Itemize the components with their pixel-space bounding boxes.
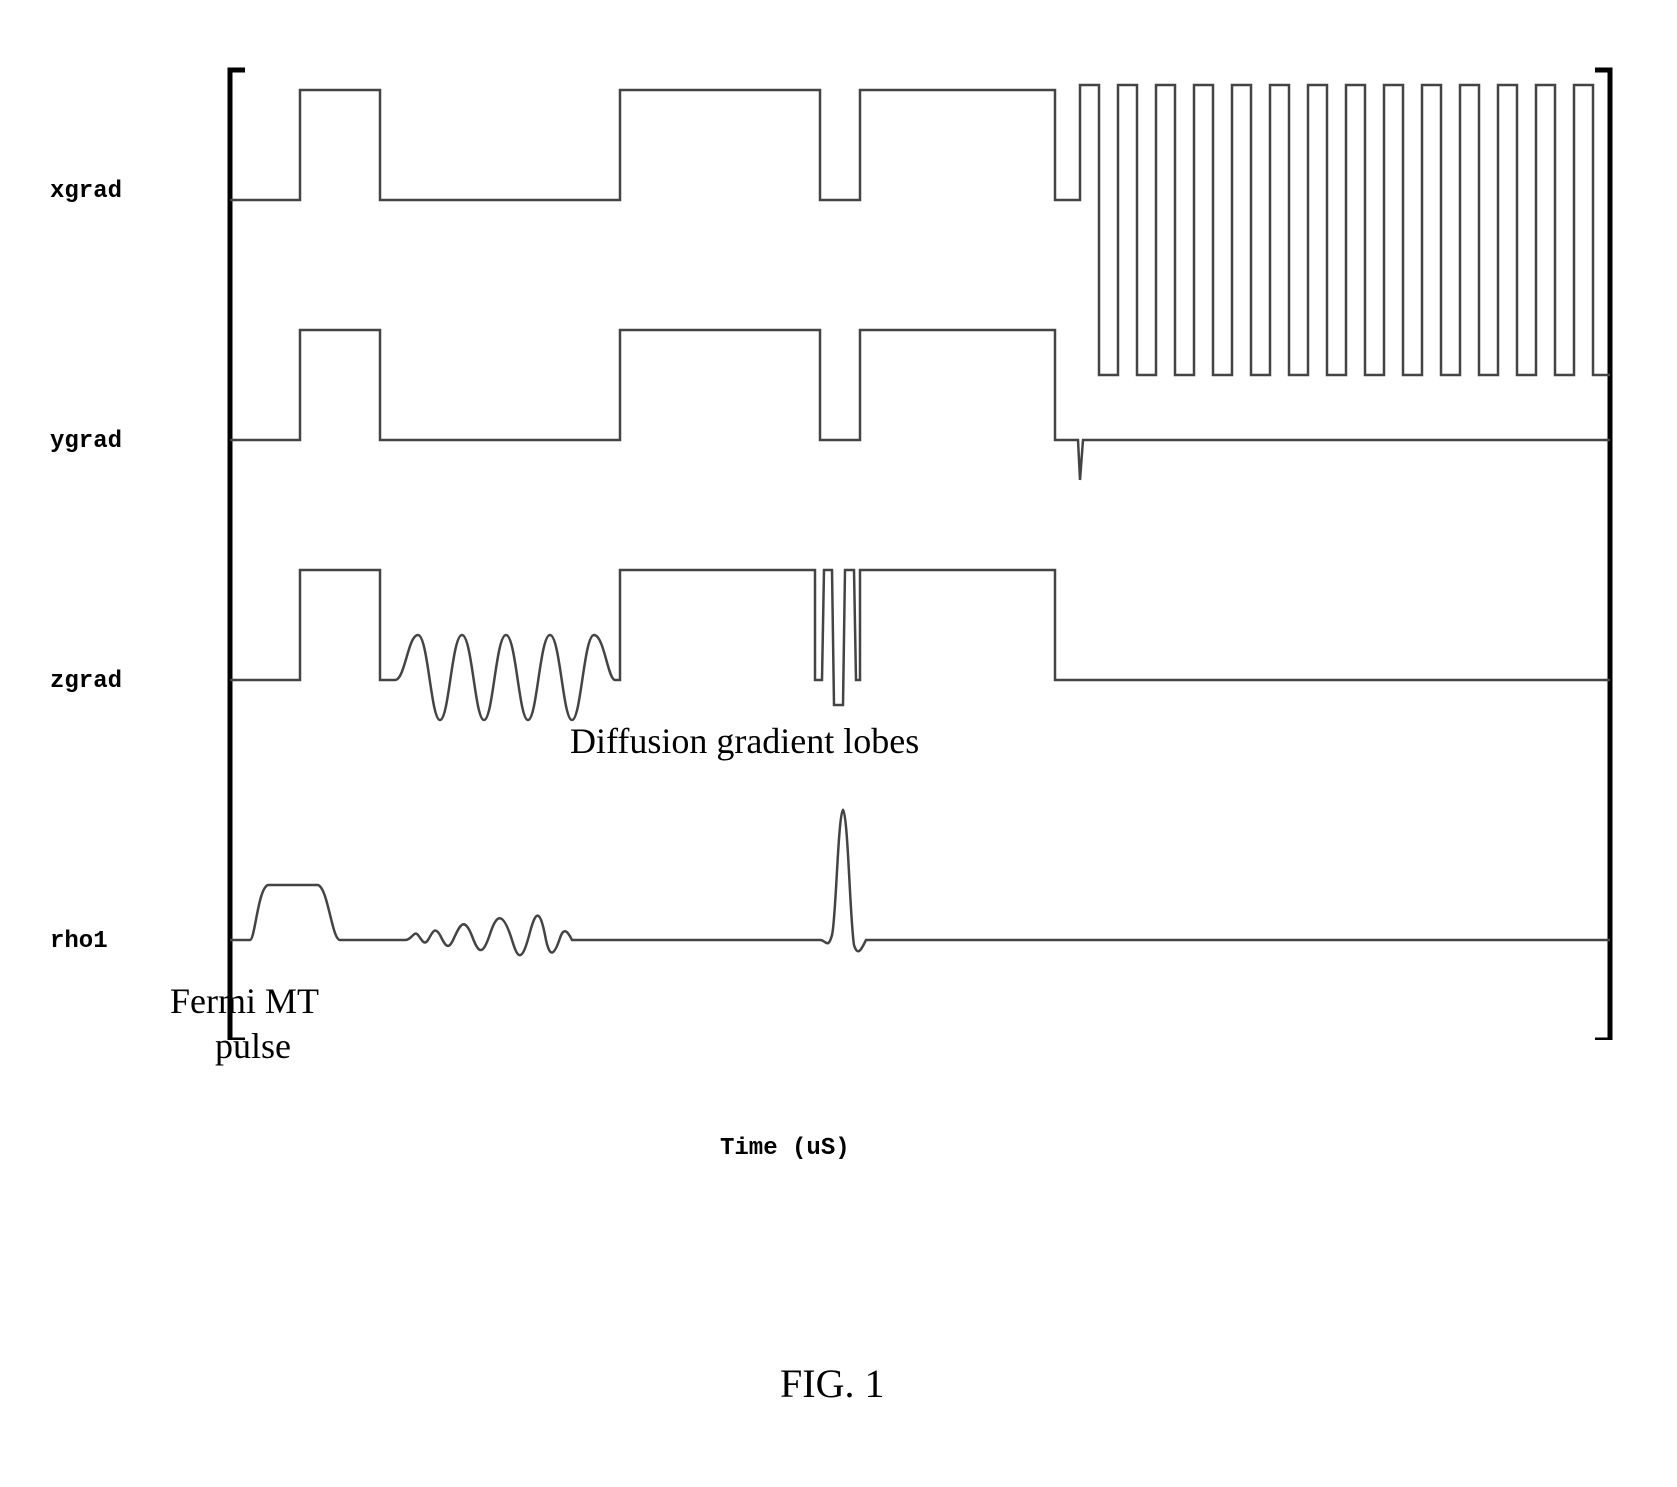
rho1-label: rho1 [50, 928, 108, 955]
fermi-annotation-line1: Fermi MT [170, 980, 319, 1022]
xgrad-trace [230, 85, 1610, 375]
ygrad-label: ygrad [50, 428, 122, 455]
rho1-trace [230, 810, 1610, 955]
pulse-sequence-diagram: xgrad ygrad zgrad rho1 Diffusion gradien… [50, 40, 1630, 1040]
x-axis-label: Time (uS) [720, 1135, 850, 1162]
diffusion-annotation: Diffusion gradient lobes [570, 720, 919, 762]
zgrad-label: zgrad [50, 668, 122, 695]
fermi-annotation-line2: pulse [215, 1025, 291, 1067]
right-bracket [1595, 70, 1610, 1040]
figure-label: FIG. 1 [780, 1360, 884, 1407]
xgrad-label: xgrad [50, 178, 122, 205]
left-bracket [230, 70, 245, 1040]
zgrad-trace [230, 570, 1610, 720]
sequence-svg [50, 40, 1630, 1040]
